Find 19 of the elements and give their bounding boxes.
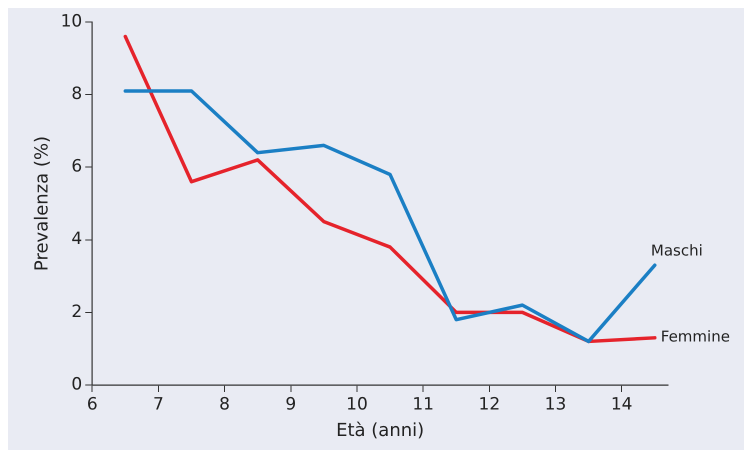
x-axis-title: Età (anni) [336, 420, 424, 441]
x-tick-label: 12 [478, 394, 500, 415]
x-tick-label: 11 [412, 394, 434, 415]
x-tick-label: 6 [86, 394, 98, 415]
y-tick-label: 0 [71, 374, 82, 394]
y-tick-label: 10 [60, 11, 82, 32]
y-axis-title: Prevalenza (%) [31, 136, 52, 272]
y-tick-label: 6 [71, 156, 82, 177]
series-label: Maschi [650, 242, 703, 260]
series-label: Femmine [660, 328, 730, 346]
y-tick-label: 8 [71, 84, 82, 104]
x-tick-label: 9 [285, 394, 296, 415]
x-tick-label: 10 [346, 394, 368, 415]
y-tick-label: 2 [71, 302, 82, 322]
y-tick-label: 4 [71, 229, 82, 250]
x-tick-label: 8 [219, 394, 230, 415]
x-tick-label: 7 [153, 394, 164, 415]
x-tick-label: 13 [544, 394, 566, 415]
x-tick-label: 14 [610, 394, 632, 415]
